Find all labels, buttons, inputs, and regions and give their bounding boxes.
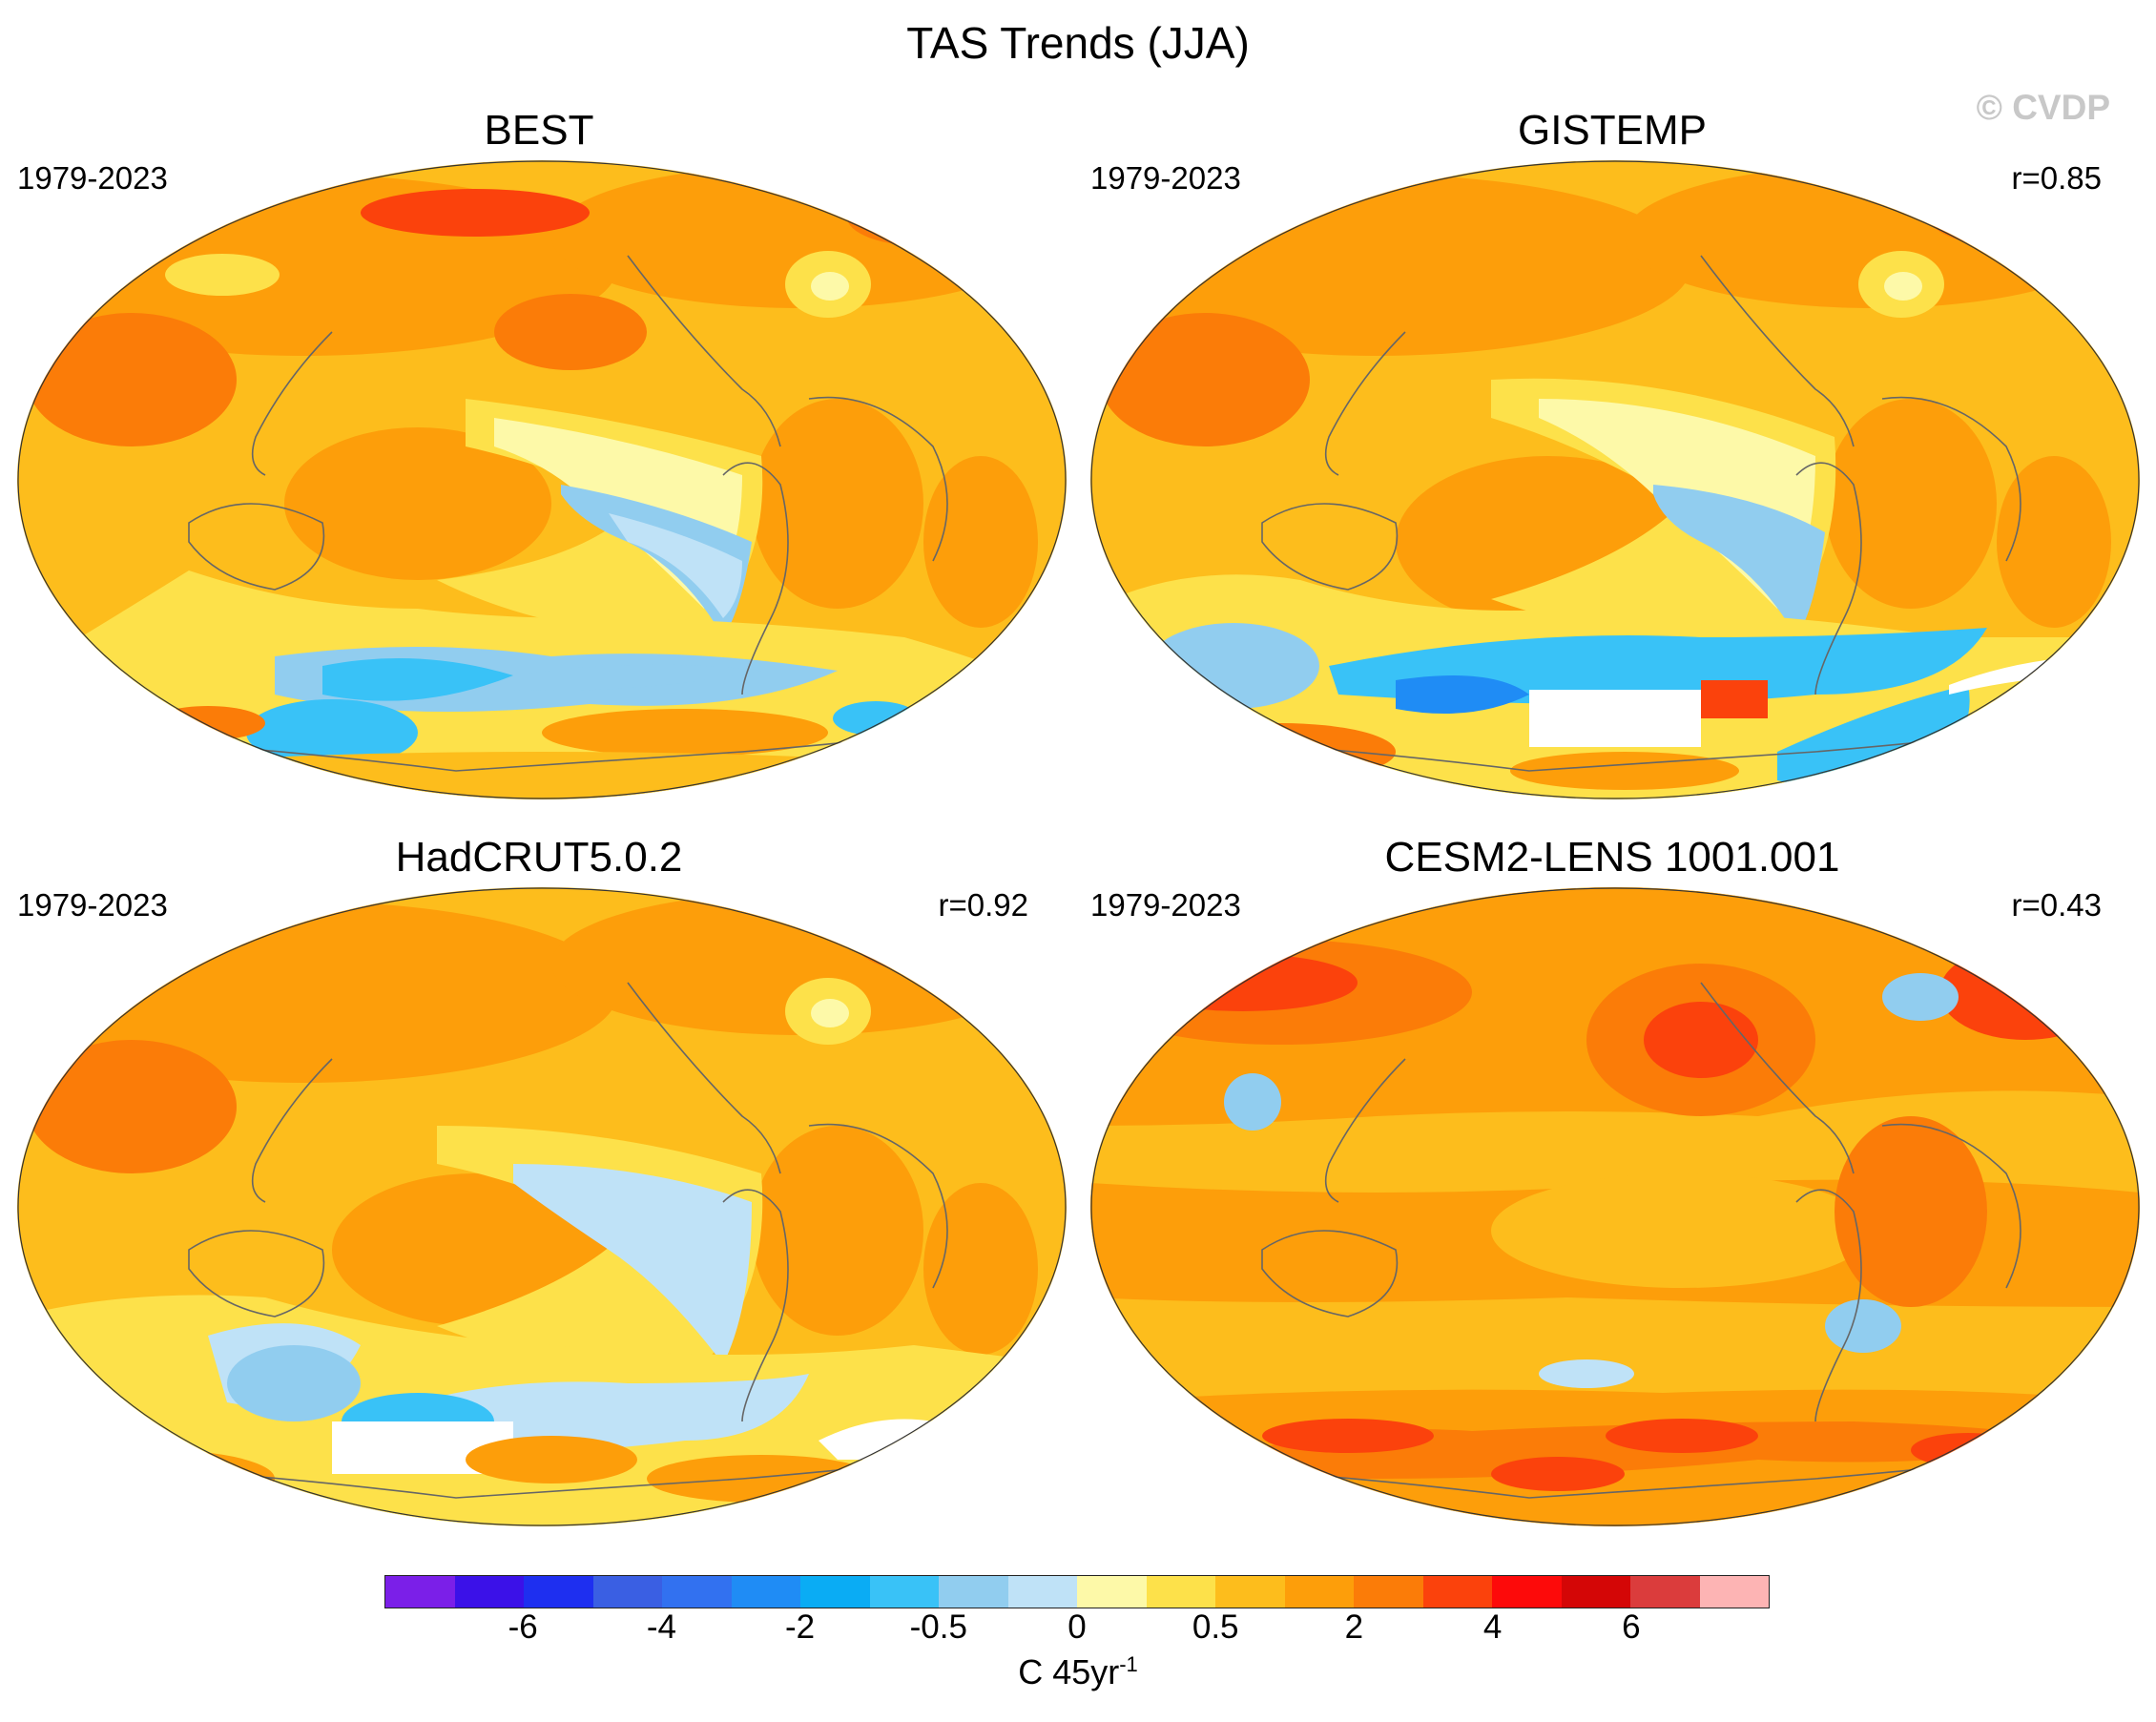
map-hadcrut bbox=[17, 887, 1067, 1526]
colorbar-swatch bbox=[1284, 1576, 1354, 1608]
panel-title-gistemp: GISTEMP bbox=[1517, 107, 1708, 154]
colorbar bbox=[384, 1575, 1770, 1608]
colorbar-swatch bbox=[1077, 1576, 1147, 1608]
period-label-cesm: 1979-2023 bbox=[1090, 887, 1241, 923]
colorbar-swatch bbox=[1215, 1576, 1285, 1608]
period-label-hadcrut: 1979-2023 bbox=[17, 887, 168, 923]
colorbar-swatch bbox=[939, 1576, 1008, 1608]
colorbar-swatch bbox=[731, 1576, 800, 1608]
colorbar-swatch bbox=[1561, 1576, 1630, 1608]
colorbar-swatch bbox=[592, 1576, 662, 1608]
colorbar-swatch bbox=[1699, 1576, 1769, 1608]
colorbar-units: C 45yr-1 bbox=[0, 1652, 2156, 1692]
map-cesm bbox=[1090, 887, 2140, 1526]
colorbar-tick-label: -4 bbox=[646, 1608, 676, 1646]
colorbar-swatch bbox=[662, 1576, 732, 1608]
colorbar-swatch bbox=[454, 1576, 524, 1608]
colorbar-tick-label: 0.5 bbox=[1192, 1608, 1239, 1646]
panel-title-cesm: CESM2-LENS 1001.001 bbox=[1384, 834, 1840, 881]
panel-title-best: BEST bbox=[484, 107, 594, 154]
colorbar-units-exponent: -1 bbox=[1119, 1652, 1138, 1676]
map-best bbox=[17, 160, 1067, 799]
colorbar-swatch bbox=[1422, 1576, 1492, 1608]
correlation-label-gistemp: r=0.85 bbox=[2011, 160, 2103, 196]
colorbar-tick-label: 2 bbox=[1344, 1608, 1364, 1646]
colorbar-swatch bbox=[524, 1576, 593, 1608]
colorbar-tick-label: -0.5 bbox=[909, 1608, 967, 1646]
colorbar-tick-label: 0 bbox=[1068, 1608, 1087, 1646]
colorbar-tick-label: 6 bbox=[1622, 1608, 1641, 1646]
colorbar-swatch bbox=[1007, 1576, 1077, 1608]
copyright-label: © CVDP bbox=[1976, 88, 2110, 127]
period-label-best: 1979-2023 bbox=[17, 160, 168, 196]
colorbar-swatch bbox=[800, 1576, 870, 1608]
colorbar-swatch bbox=[1354, 1576, 1423, 1608]
panel-title-hadcrut: HadCRUT5.0.2 bbox=[395, 834, 683, 881]
colorbar-tick-label: -6 bbox=[508, 1608, 538, 1646]
colorbar-swatch bbox=[1146, 1576, 1215, 1608]
colorbar-tick-label: 4 bbox=[1482, 1608, 1503, 1646]
colorbar-swatch bbox=[385, 1576, 455, 1608]
period-label-gistemp: 1979-2023 bbox=[1090, 160, 1241, 196]
colorbar-units-main: C 45yr bbox=[1018, 1652, 1120, 1691]
colorbar-swatch bbox=[869, 1576, 939, 1608]
figure-title: TAS Trends (JJA) bbox=[906, 18, 1250, 68]
colorbar-tick-label: -2 bbox=[785, 1608, 816, 1646]
correlation-label-cesm: r=0.43 bbox=[2011, 887, 2103, 923]
colorbar-swatch bbox=[1492, 1576, 1562, 1608]
colorbar-swatch bbox=[1630, 1576, 1700, 1608]
correlation-label-hadcrut: r=0.92 bbox=[938, 887, 1029, 923]
map-gistemp bbox=[1090, 160, 2140, 799]
